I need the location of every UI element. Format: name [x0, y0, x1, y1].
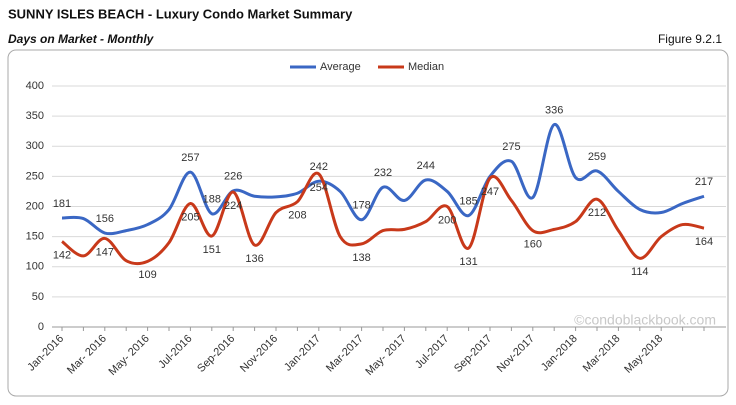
data-label: 164 — [695, 236, 713, 248]
data-label: 151 — [203, 244, 221, 256]
data-label: 244 — [417, 160, 435, 172]
data-label: 147 — [96, 246, 114, 258]
y-tick-label: 0 — [38, 321, 44, 333]
figure-label: Figure 9.2.1 — [658, 32, 722, 46]
series-line — [61, 171, 705, 266]
data-label: 188 — [203, 194, 221, 206]
data-label: 156 — [96, 213, 114, 225]
data-label: 142 — [53, 249, 71, 261]
data-label: 254 — [310, 182, 328, 194]
data-label: 109 — [138, 269, 156, 281]
data-label: 178 — [352, 200, 370, 212]
data-label: 185 — [459, 195, 477, 207]
y-tick-label: 100 — [26, 261, 44, 273]
data-label: 200 — [438, 214, 456, 226]
data-label: 226 — [224, 171, 242, 183]
legend-label: Average — [320, 61, 361, 73]
data-label: 212 — [588, 207, 606, 219]
data-label: 259 — [588, 151, 606, 163]
data-label: 257 — [181, 152, 199, 164]
data-label: 217 — [695, 176, 713, 188]
y-tick-label: 350 — [26, 110, 44, 122]
data-label: 275 — [502, 141, 520, 153]
y-tick-label: 300 — [26, 140, 44, 152]
data-label: 205 — [181, 211, 199, 223]
data-label: 336 — [545, 104, 563, 116]
y-tick-label: 250 — [26, 170, 44, 182]
data-label: 208 — [288, 210, 306, 222]
legend-label: Median — [408, 61, 444, 73]
subtitle: Days on Market - Monthly — [8, 32, 155, 46]
series-line — [61, 123, 705, 236]
data-label: 242 — [310, 161, 328, 173]
watermark: ©condoblackbook.com — [574, 312, 716, 328]
data-label: 114 — [631, 266, 649, 278]
y-tick-label: 400 — [26, 80, 44, 92]
data-label: 138 — [352, 252, 370, 264]
data-label: 247 — [481, 186, 499, 198]
y-tick-label: 50 — [32, 291, 44, 303]
data-label: 160 — [524, 239, 542, 251]
data-label: 232 — [374, 167, 392, 179]
data-label: 131 — [459, 256, 477, 268]
chart-frame — [7, 49, 729, 397]
data-label: 136 — [245, 253, 263, 265]
data-label: 224 — [224, 200, 242, 212]
title: SUNNY ISLES BEACH - Luxury Condo Market … — [8, 6, 353, 21]
data-label: 181 — [53, 198, 71, 210]
y-tick-label: 200 — [26, 200, 44, 212]
y-tick-label: 150 — [26, 231, 44, 243]
